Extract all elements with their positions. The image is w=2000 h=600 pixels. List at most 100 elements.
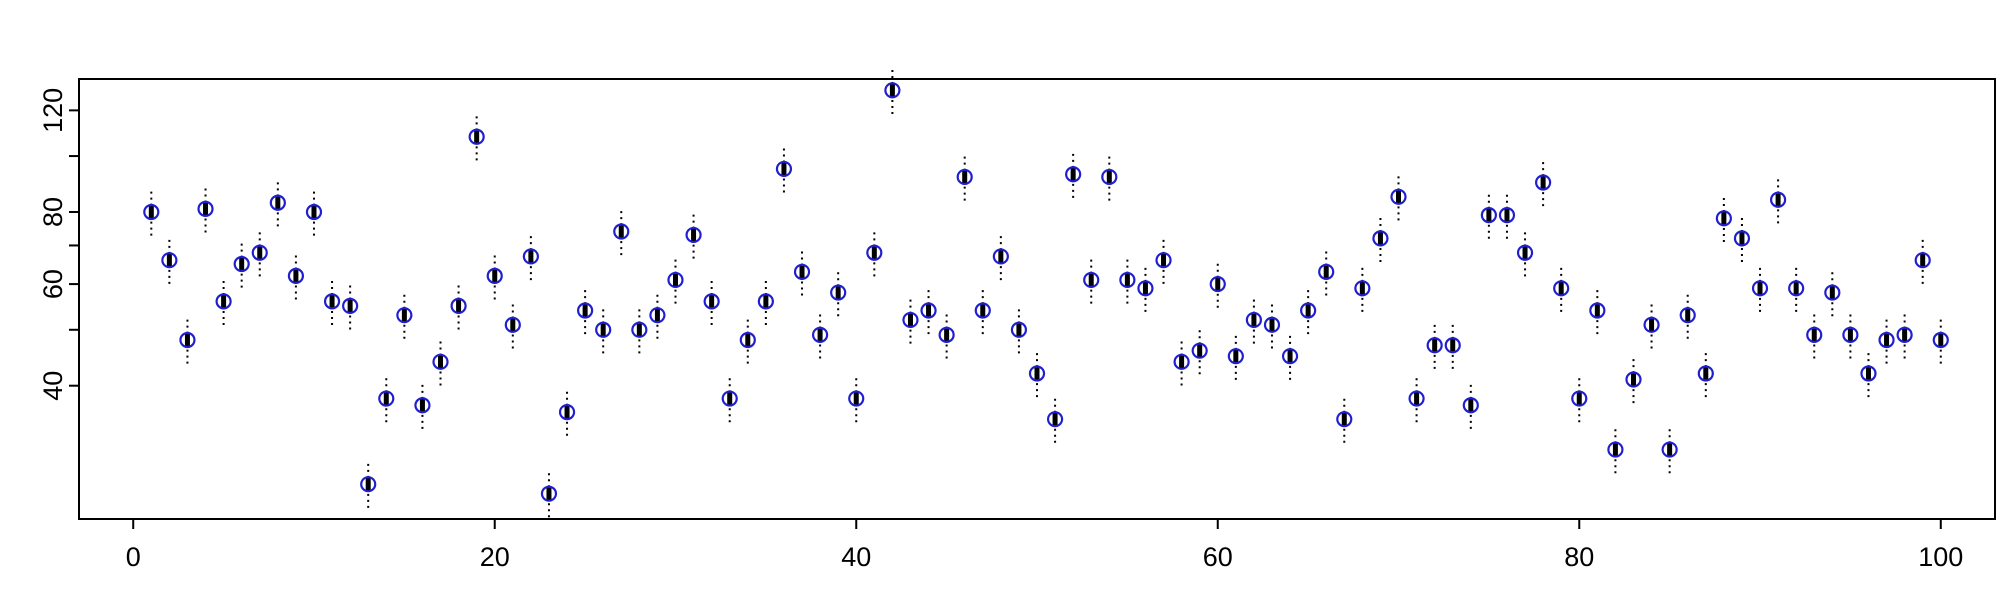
data-point <box>1065 166 1082 183</box>
x-tick-label: 60 <box>1203 542 1233 572</box>
data-point <box>703 293 720 310</box>
data-point <box>811 326 829 343</box>
data-point <box>631 321 648 338</box>
box <box>944 327 950 343</box>
data-point <box>1354 280 1371 297</box>
data-point <box>432 353 449 370</box>
box <box>1757 280 1763 296</box>
data-point <box>1227 348 1244 365</box>
box <box>1414 391 1420 407</box>
data-point <box>595 321 612 338</box>
x-tick-label: 0 <box>126 542 141 572</box>
box <box>835 285 841 301</box>
box <box>1793 280 1799 296</box>
y-tick-label: 40 <box>38 371 68 401</box>
data-point <box>1571 390 1588 407</box>
data-point <box>685 226 702 244</box>
box <box>438 354 444 370</box>
box <box>1088 272 1094 288</box>
box <box>365 476 371 492</box>
box <box>383 391 389 407</box>
data-point <box>830 284 847 301</box>
box <box>907 312 913 328</box>
box <box>1558 280 1564 296</box>
box <box>221 293 227 310</box>
box <box>1233 348 1239 364</box>
data-point <box>649 307 666 324</box>
data-point <box>1119 271 1136 289</box>
x-tick-label: 20 <box>480 542 510 572</box>
data-point <box>577 302 594 319</box>
box <box>1703 366 1709 382</box>
data-point <box>1553 280 1570 297</box>
data-point <box>323 293 341 310</box>
data-point <box>1046 411 1064 428</box>
data-point <box>1300 302 1317 319</box>
data-point <box>866 244 883 261</box>
data-point <box>360 476 377 493</box>
data-point <box>396 307 413 324</box>
data-point <box>1155 252 1172 269</box>
data-point <box>305 203 323 221</box>
box <box>528 249 534 265</box>
box <box>763 293 769 310</box>
box <box>871 245 877 261</box>
box <box>1124 272 1130 288</box>
box <box>1775 192 1781 208</box>
data-point <box>1824 284 1841 301</box>
box <box>962 169 968 185</box>
data-point <box>1462 397 1479 414</box>
box <box>1721 210 1727 226</box>
data-point <box>1697 365 1714 382</box>
data-point <box>161 252 178 269</box>
box <box>1612 442 1618 458</box>
data-point <box>974 302 991 319</box>
data-point <box>143 203 160 221</box>
data-point <box>540 485 558 502</box>
box <box>1540 175 1546 191</box>
box <box>184 332 190 348</box>
data-point <box>378 390 395 407</box>
box <box>998 249 1004 265</box>
box <box>889 82 895 98</box>
box <box>582 303 588 319</box>
box <box>1594 303 1600 319</box>
data-point <box>884 82 901 99</box>
box <box>1179 354 1185 370</box>
data-point <box>1444 337 1461 354</box>
data-point <box>1715 210 1732 227</box>
plot-frame <box>78 78 1996 520</box>
data-point <box>848 390 865 407</box>
data-point <box>1878 331 1895 349</box>
box <box>1396 189 1402 205</box>
data-point <box>450 297 467 314</box>
data-point <box>1336 411 1353 428</box>
box <box>1305 303 1311 319</box>
data-point <box>1788 280 1805 297</box>
box <box>1504 207 1510 223</box>
data-point <box>775 160 793 178</box>
data-point <box>721 390 738 407</box>
data-point <box>1245 311 1263 329</box>
data-point <box>1209 275 1226 293</box>
box <box>1197 343 1203 359</box>
data-point <box>1914 252 1931 269</box>
data-point <box>1860 365 1877 382</box>
box <box>691 227 697 243</box>
data-point <box>1137 280 1154 297</box>
box <box>311 204 317 220</box>
box <box>1269 317 1275 333</box>
data-point <box>179 331 196 349</box>
box <box>1649 317 1655 333</box>
box <box>546 486 552 502</box>
box <box>1486 207 1492 223</box>
box <box>492 268 498 284</box>
box <box>239 256 245 272</box>
data-point <box>522 248 539 265</box>
box <box>166 252 172 268</box>
data-point <box>757 293 774 310</box>
box <box>1070 166 1076 182</box>
box <box>781 161 787 177</box>
data-point <box>938 326 955 343</box>
data-point <box>1426 337 1443 354</box>
